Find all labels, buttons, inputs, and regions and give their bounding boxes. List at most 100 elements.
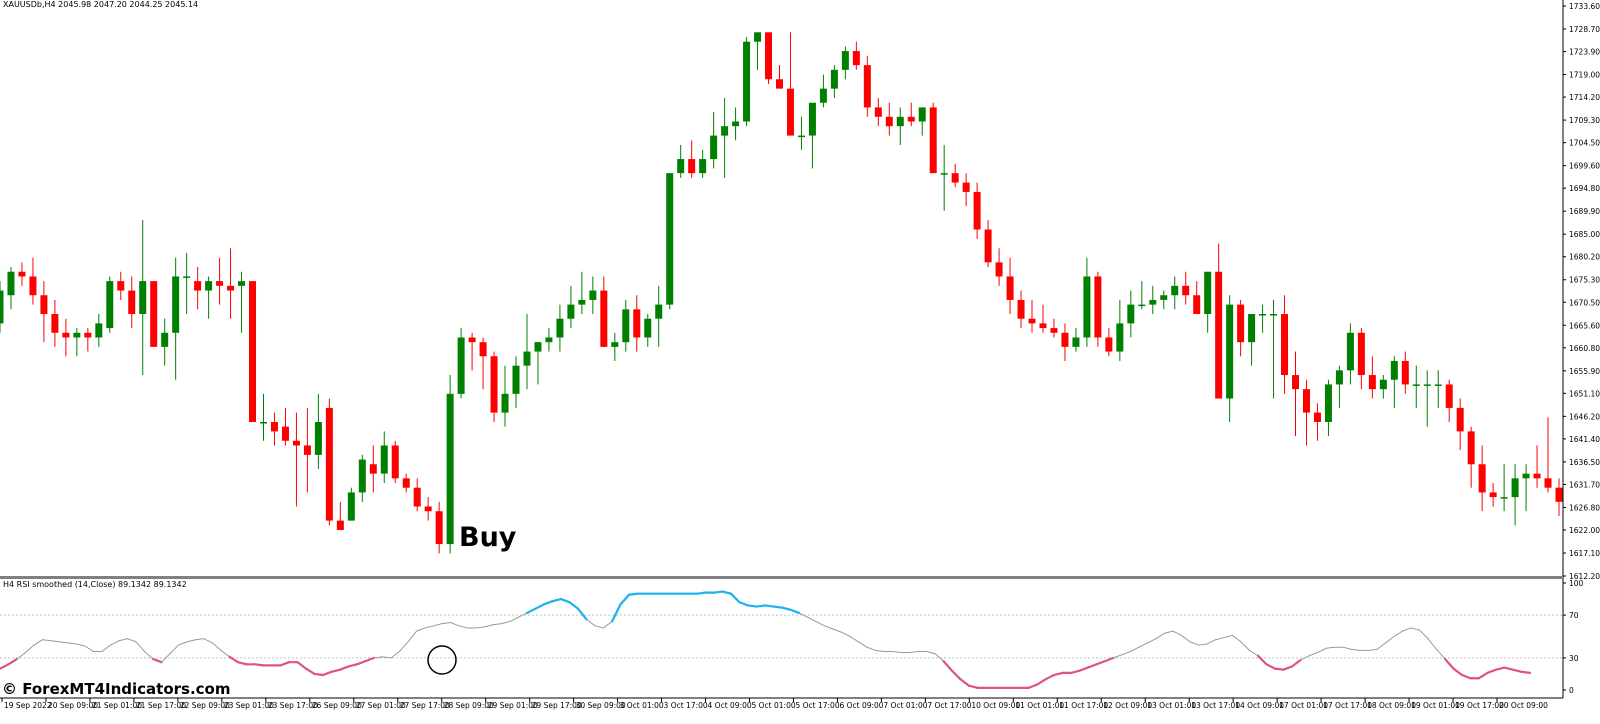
bear-candle bbox=[1555, 487, 1563, 502]
rsi-line-segment bbox=[542, 600, 554, 606]
rsi-tick-label: 0 bbox=[1569, 686, 1574, 695]
time-tick-label: 30 Sep 09:00 bbox=[576, 701, 626, 710]
bear-candle bbox=[1237, 304, 1245, 343]
bull-candle bbox=[622, 309, 630, 343]
rsi-line-segment bbox=[1317, 647, 1327, 654]
bear-candle bbox=[1281, 314, 1289, 376]
bull-candle bbox=[347, 492, 355, 521]
rsi-line-segment bbox=[729, 592, 741, 604]
rsi-line-segment bbox=[1027, 683, 1039, 689]
rsi-line-segment bbox=[501, 621, 511, 625]
time-tick-label: 19 Sep 2022 bbox=[4, 701, 52, 710]
price-tick-label: 1689.90 bbox=[1569, 207, 1600, 216]
rsi-line-segment bbox=[161, 653, 171, 663]
rsi-line-segment bbox=[926, 650, 936, 655]
rsi-line-segment bbox=[42, 639, 52, 642]
rsi-line-segment bbox=[1249, 649, 1259, 657]
bear-candle bbox=[688, 159, 696, 174]
pane-separator[interactable] bbox=[0, 576, 1563, 579]
time-tick-label: 4 Oct 09:00 bbox=[708, 701, 752, 710]
rsi-line-segment bbox=[1427, 638, 1437, 650]
bear-candle bbox=[194, 281, 202, 291]
rsi-line-segment bbox=[1460, 673, 1472, 680]
bull-candle bbox=[743, 41, 751, 122]
rsi-line-segment bbox=[967, 684, 979, 689]
rsi-line-segment bbox=[603, 621, 613, 629]
bear-candle bbox=[336, 520, 344, 530]
rsi-line-segment bbox=[807, 616, 817, 623]
rsi-line-segment bbox=[67, 642, 77, 645]
rsi-line-segment bbox=[347, 663, 359, 668]
bear-candle bbox=[929, 107, 937, 174]
rsi-line-segment bbox=[1147, 638, 1157, 644]
rsi-line-segment bbox=[594, 625, 604, 629]
bear-candle bbox=[1489, 492, 1497, 498]
rsi-line-segment bbox=[416, 627, 426, 632]
bull-candle bbox=[710, 135, 718, 160]
rsi-line-segment bbox=[186, 639, 196, 643]
bear-candle bbox=[128, 290, 136, 315]
rsi-line-segment bbox=[1402, 627, 1412, 632]
rsi-line-segment bbox=[1393, 630, 1403, 637]
price-tick-label: 1641.40 bbox=[1569, 435, 1600, 444]
bear-candle bbox=[1368, 375, 1376, 390]
rsi-line-segment bbox=[1351, 648, 1361, 651]
rsi-line-segment bbox=[7, 657, 19, 666]
bear-candle bbox=[962, 182, 970, 192]
bull-candle bbox=[556, 318, 564, 338]
rsi-line-segment bbox=[1511, 668, 1523, 673]
rsi-line-segment bbox=[568, 601, 580, 610]
rsi-line-segment bbox=[1410, 627, 1420, 631]
bear-candle bbox=[1445, 384, 1453, 408]
bear-candle bbox=[227, 285, 235, 291]
rsi-line-segment bbox=[475, 626, 485, 629]
bull-candle bbox=[457, 337, 465, 394]
price-tick-label: 1685.00 bbox=[1569, 230, 1600, 239]
rsi-line-segment bbox=[1035, 678, 1047, 686]
rsi-line-segment bbox=[304, 667, 316, 676]
watermark: © ForexMT4Indicators.com bbox=[2, 680, 231, 698]
bear-candle bbox=[907, 116, 915, 122]
bull-candle bbox=[1335, 370, 1343, 385]
rsi-line-segment bbox=[1265, 663, 1277, 670]
bull-candle bbox=[797, 135, 805, 138]
bull-candle bbox=[1171, 285, 1179, 296]
time-tick-label: 19 Oct 01:00 bbox=[1411, 701, 1460, 710]
bull-candle bbox=[534, 342, 542, 352]
rsi-line-segment bbox=[296, 661, 308, 670]
rsi-line-segment bbox=[721, 590, 733, 595]
bull-candle bbox=[754, 32, 762, 42]
bull-candle bbox=[172, 276, 180, 333]
rsi-line-segment bbox=[950, 669, 962, 681]
time-tick-label: 6 Oct 09:00 bbox=[839, 701, 883, 710]
rsi-line-segment bbox=[321, 670, 333, 677]
bear-candle bbox=[885, 116, 893, 127]
price-tick-label: 1704.50 bbox=[1569, 139, 1600, 148]
bull-candle bbox=[259, 421, 267, 424]
time-tick-label: 21 Sep 17:00 bbox=[136, 701, 186, 710]
time-tick-label: 26 Sep 09:00 bbox=[312, 701, 362, 710]
rsi-line-segment bbox=[942, 660, 954, 672]
rsi-line-segment bbox=[399, 641, 409, 652]
rsi-line-segment bbox=[433, 623, 443, 627]
rsi-line-segment bbox=[313, 672, 325, 677]
rsi-line-segment bbox=[144, 650, 154, 660]
rsi-line-segment bbox=[364, 656, 376, 663]
rsi-line-segment bbox=[1138, 642, 1148, 648]
rsi-line-segment bbox=[1486, 668, 1498, 674]
rsi-line-segment bbox=[798, 612, 808, 618]
bear-candle bbox=[1215, 271, 1223, 399]
rsi-tick-label: 100 bbox=[1569, 579, 1584, 588]
bear-candle bbox=[852, 51, 860, 66]
rsi-line-segment bbox=[755, 604, 767, 608]
rsi-line-segment bbox=[1520, 670, 1532, 674]
bear-candle bbox=[84, 332, 92, 338]
bull-candle bbox=[0, 290, 4, 324]
bull-candle bbox=[238, 281, 246, 286]
time-tick-label: 14 Oct 09:00 bbox=[1235, 701, 1284, 710]
bear-candle bbox=[1401, 360, 1409, 385]
rsi-line-segment bbox=[382, 656, 392, 659]
time-tick-label: 23 Sep 17:00 bbox=[268, 701, 318, 710]
